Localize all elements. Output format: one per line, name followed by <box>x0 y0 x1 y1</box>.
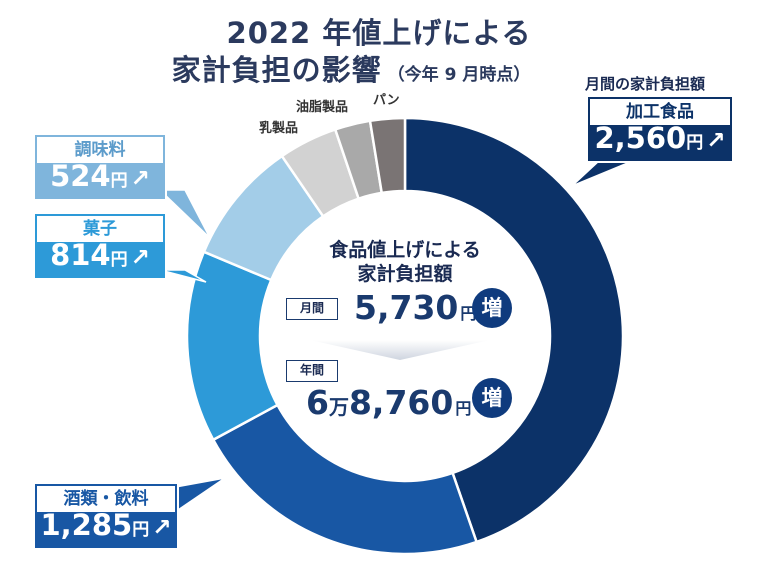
callout-value: 814円 ↗ <box>35 239 165 276</box>
center-title-line2: 家計負担額 <box>357 263 453 285</box>
increase-badge-annual: 増 <box>472 378 512 418</box>
leader-processed <box>571 159 636 187</box>
chart-title-line1: 2022 年値上げによる <box>226 16 532 50</box>
label-bread: パン <box>373 93 400 108</box>
annual-amount: 6万8,760 円 <box>306 383 471 422</box>
label-oils: 油脂製品 <box>296 100 349 115</box>
chevron-down-icon <box>310 340 490 360</box>
slice-processed <box>403 116 625 544</box>
label-dairy: 乳製品 <box>259 121 299 136</box>
callout-label: 酒類・飲料 <box>37 486 175 512</box>
value-number: 2,560 <box>594 121 687 155</box>
center-title: 食品値上げによる 家計負担額 <box>300 238 510 286</box>
yen-unit: 円 <box>686 133 704 153</box>
leader-seasoning <box>158 189 211 239</box>
callout-label: 調味料 <box>37 137 163 163</box>
slice-beverages <box>211 403 479 556</box>
monthly-value: 5,730 <box>354 288 459 327</box>
callout-processed: 加工食品 2,560円 ↗ <box>586 95 734 163</box>
monthly-amount: 5,730 円 <box>354 288 476 327</box>
up-arrow-icon: ↗ <box>152 515 172 541</box>
annual-man: 万 <box>328 395 349 419</box>
callout-seasoning: 調味料 524円 ↗ <box>33 133 167 201</box>
slice-bread <box>368 116 407 195</box>
yen-unit: 円 <box>455 399 472 418</box>
callout-value: 524円 ↗ <box>35 160 165 197</box>
callout-value: 1,285円 ↗ <box>35 509 177 546</box>
annual-rest: 8,760 <box>348 383 454 422</box>
yen-unit: 円 <box>132 520 150 540</box>
monthly-tag: 月間 <box>286 298 338 320</box>
callout-snacks: 菓子 814円 ↗ <box>33 212 167 280</box>
chart-title-main: 家計負担の影響 <box>171 53 382 87</box>
annual-tag: 年間 <box>286 360 338 382</box>
monthly-burden-caption: 月間の家計負担額 <box>585 75 706 93</box>
yen-unit: 円 <box>110 171 128 191</box>
up-arrow-icon: ↗ <box>130 245 150 271</box>
value-number: 524 <box>50 159 111 193</box>
center-title-line1: 食品値上げによる <box>329 239 481 261</box>
callout-label: 加工食品 <box>590 99 730 125</box>
callout-value: 2,560円 ↗ <box>588 122 732 159</box>
callout-beverages: 酒類・飲料 1,285円 ↗ <box>33 482 179 550</box>
chart-title-note: （今年 9 月時点） <box>387 65 531 85</box>
callout-label: 菓子 <box>37 216 163 242</box>
yen-unit: 円 <box>110 250 128 270</box>
value-number: 814 <box>50 238 111 272</box>
value-number: 1,285 <box>40 508 133 542</box>
annual-prefix: 6 <box>306 383 329 422</box>
up-arrow-icon: ↗ <box>706 128 726 154</box>
up-arrow-icon: ↗ <box>130 166 150 192</box>
increase-badge-monthly: 増 <box>472 288 512 328</box>
chart-title-line2: 家計負担の影響 （今年 9 月時点） <box>0 47 730 89</box>
leader-snacks <box>159 269 207 283</box>
